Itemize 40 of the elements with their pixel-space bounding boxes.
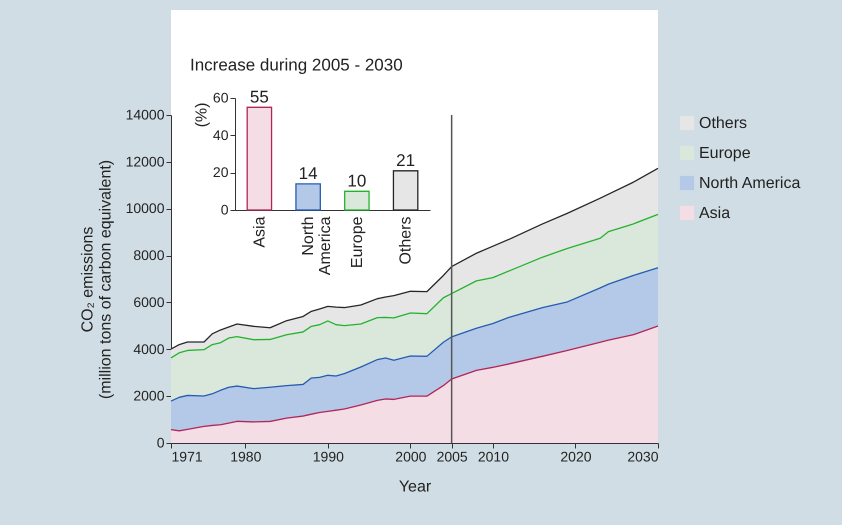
- y-axis-title: (%): [194, 102, 210, 128]
- x-tick-label: 2010: [478, 448, 510, 464]
- y-tick-label: 40: [212, 126, 229, 143]
- bar: [246, 106, 272, 211]
- x-tick-label: 1990: [312, 448, 344, 464]
- x-tick-label: 2030: [627, 448, 659, 464]
- x-axis-title: Year: [398, 478, 432, 496]
- y-tick-label: 60: [212, 90, 229, 106]
- bar: [295, 183, 321, 211]
- data-label: 55: [250, 87, 269, 106]
- x-tick-label: Europe: [348, 216, 366, 268]
- y-tick-label: 20: [212, 164, 229, 180]
- y-tick-label: 2000: [133, 388, 165, 404]
- x-tick-label: North America: [300, 216, 334, 276]
- x-tick-label: 1980: [230, 448, 262, 464]
- x-tick-label: 2020: [560, 448, 592, 464]
- y-tick-label: 12000: [126, 153, 165, 170]
- y-tick-label: 4000: [133, 340, 165, 357]
- x-tick-label: 2000: [395, 448, 427, 464]
- bar: [344, 190, 370, 211]
- y-tick-label: 0: [156, 434, 165, 450]
- legend-label: North America: [699, 175, 800, 192]
- y-tick-label: 0: [220, 202, 229, 218]
- y-axis-title: CO₂ emissions (million tons of carbon equivalent): [80, 160, 115, 400]
- y-tick-label: 14000: [126, 106, 165, 122]
- x-tick-label: 2005: [436, 448, 468, 464]
- chart-title: Increase during 2005 - 2030: [190, 55, 403, 74]
- data-label: 21: [396, 150, 416, 170]
- legend-label: Europe: [699, 145, 751, 162]
- data-label: 14: [298, 164, 318, 183]
- x-tick-label: Asia: [251, 216, 268, 248]
- x-tick-label: 1971: [172, 448, 203, 464]
- data-label: 10: [347, 171, 366, 190]
- y-tick-label: 6000: [133, 294, 165, 310]
- legend-label: Asia: [699, 205, 730, 222]
- y-tick-label: 8000: [133, 247, 165, 264]
- x-tick-label: Others: [398, 216, 415, 265]
- bar: [392, 170, 418, 211]
- legend-label: Others: [699, 115, 748, 132]
- y-tick-label: 10000: [126, 200, 165, 216]
